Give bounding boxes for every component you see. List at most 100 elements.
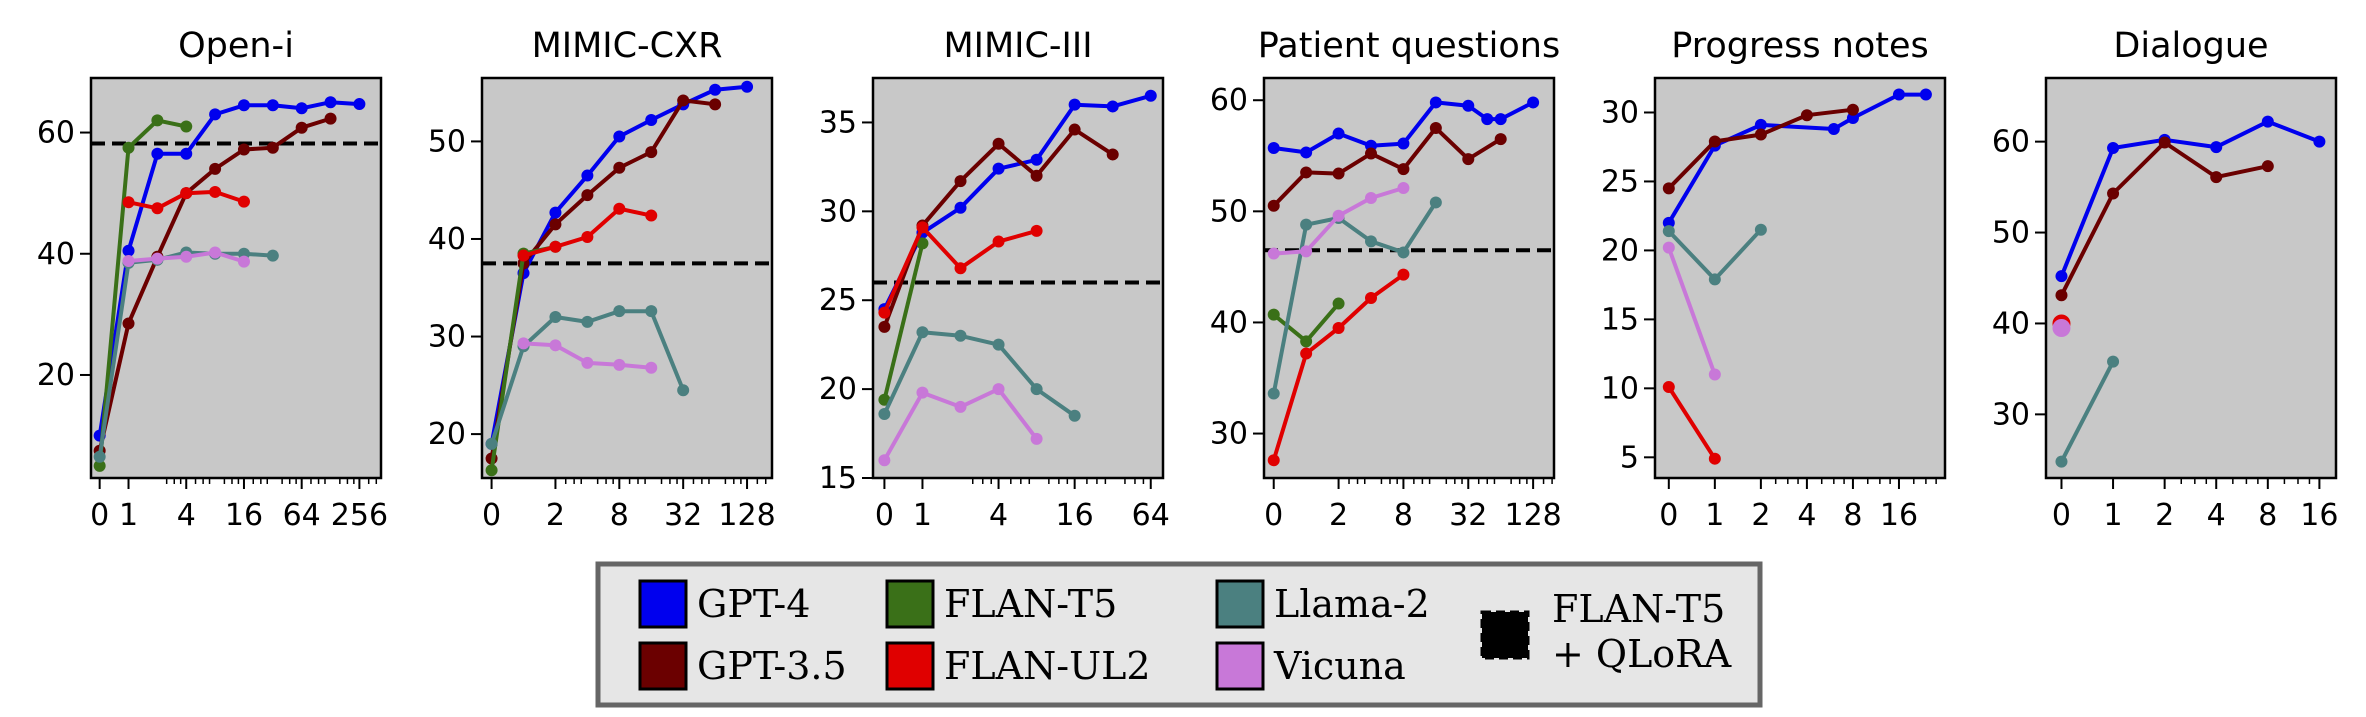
point-flan-ul2 [613,202,626,215]
x-tick-label: 64 [1132,498,1170,533]
series-line-gpt-4 [1273,100,1535,155]
point-gpt-3-5 [1708,135,1721,148]
point-vicuna [209,246,222,259]
point-gpt-4 [2107,142,2120,154]
x-tick-label: 4 [177,498,196,533]
point-llama-2 [2055,455,2068,468]
series-line-vicuna [1666,247,1717,376]
y-tick-label: 35 [819,105,857,140]
point-vicuna [1267,247,1280,260]
point-llama-2 [581,315,594,328]
axes-frame [480,76,774,480]
point-gpt-4 [709,83,722,96]
legend-swatch-gpt-4 [638,579,688,629]
x-tick-label: 16 [1056,498,1094,533]
x-tick-label: 2 [2155,498,2174,533]
panel-dialogue: Dialogue 0 1 2 4 8 16 30 40 50 60 [1992,26,2339,533]
point-vicuna [1662,241,1675,254]
legend-label-llama-2: Llama-2 [1274,582,1430,626]
point-flan-ul2 [1300,347,1313,360]
x-tick-label: 4 [1797,498,1816,533]
point-flan-t5 [93,459,106,472]
y-tick-label: 15 [1601,302,1639,337]
point-flan-t5 [878,393,891,406]
x-tick-label: 8 [1843,498,1862,533]
point-llama-2 [485,437,498,450]
legend-swatch-flan-t5 [885,579,935,629]
point-llama-2 [677,384,690,397]
point-flan-ul2 [992,235,1005,248]
point-flan-ul2 [1365,292,1378,304]
point-gpt-4 [549,206,562,219]
legend-box [595,561,1763,708]
point-gpt-3-5 [1846,103,1859,116]
point-vicuna [613,358,626,371]
x-tick-label: 0 [875,498,894,533]
series-group [485,80,754,477]
x-tick-label: 8 [610,498,629,533]
x-tick-label: 2 [1751,498,1770,533]
point-gpt-4 [1267,142,1280,154]
point-flan-ul2 [151,202,164,215]
x-tick-label: 0 [90,498,109,533]
point-gpt-3-5 [709,98,722,111]
point-gpt-4 [741,80,754,93]
point-flan-ul2 [517,249,530,262]
point-llama-2 [2107,355,2120,368]
series-group [93,96,366,472]
point-gpt-3-5 [2158,136,2171,149]
legend-swatch-gpt-3-5 [638,641,688,691]
point-gpt-4 [992,162,1005,175]
point-gpt-3-5 [2107,187,2120,200]
y-tick-label: 40 [1210,305,1248,340]
point-flan-ul2 [1397,268,1410,281]
y-tick-label: 50 [1210,194,1248,229]
x-tick-label: 0 [482,498,501,533]
x-tick-label: 16 [1880,498,1918,533]
axes-frame [2044,76,2338,480]
point-llama-2 [954,329,967,342]
point-gpt-4 [151,147,164,160]
point-gpt-4 [237,99,250,112]
point-flan-t5 [1267,308,1280,321]
point-vicuna [645,361,658,374]
point-gpt-4 [180,147,193,160]
point-llama-2 [549,311,562,324]
x-tick-label: 2 [546,498,565,533]
panel-title: Patient questions [1258,26,1560,66]
point-gpt-4 [1106,100,1119,113]
y-tick-label: 50 [428,124,466,159]
point-llama-2 [645,305,658,318]
point-gpt-4 [266,99,279,112]
point-flan-ul2 [180,187,193,200]
point-llama-2 [1267,387,1280,400]
point-flan-ul2 [1662,380,1675,393]
point-flan-ul2 [1267,454,1280,467]
axes-frame [89,76,383,480]
point-vicuna [581,356,594,369]
point-gpt-4 [2313,135,2326,148]
point-gpt-3-5 [209,162,222,175]
x-tick-label: 8 [1394,498,1413,533]
legend-label-flan-t5-qlora: FLAN-T5 [1552,587,1725,631]
point-flan-t5 [151,114,164,127]
y-tick-label: 30 [819,194,857,229]
point-gpt-3-5 [581,189,594,202]
legend-label-vicuna: Vicuna [1273,644,1406,688]
y-tick-label: 25 [819,283,857,318]
x-tick-label: 4 [2207,498,2226,533]
panel-title: MIMIC-CXR [532,26,723,66]
point-gpt-3-5 [549,218,562,231]
point-gpt-4 [1527,96,1540,109]
point-gpt-3-5 [1800,109,1813,122]
point-vicuna [1300,245,1313,258]
point-llama-2 [1397,246,1410,259]
point-gpt-3-5 [613,161,626,174]
point-gpt-4 [1827,123,1840,136]
point-vicuna [1708,368,1721,381]
series-group [2052,115,2326,468]
point-flan-ul2 [954,262,967,275]
point-llama-2 [1365,235,1378,248]
x-tick-label: 0 [2052,498,2071,533]
